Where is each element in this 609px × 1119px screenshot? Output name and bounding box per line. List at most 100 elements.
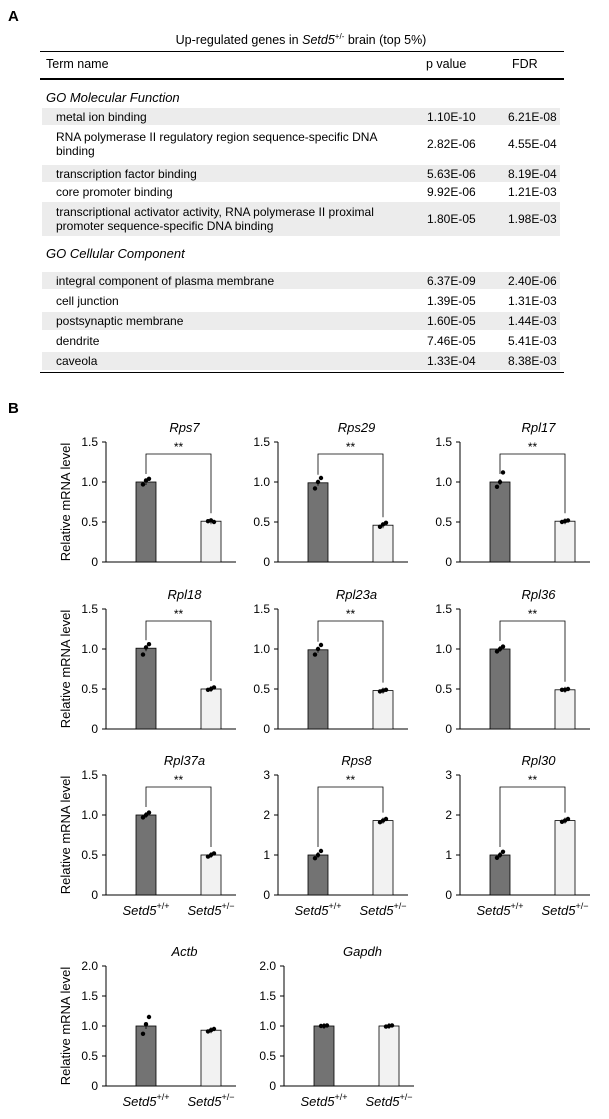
col-p-header: p value <box>426 57 467 71</box>
y-tick-label: 0 <box>445 722 452 736</box>
y-tick-label: 0.5 <box>253 682 270 696</box>
bar-wildtype <box>489 648 511 730</box>
col-term-header: Term name <box>46 57 109 71</box>
x-category-label: Setd5+/− <box>366 1092 413 1109</box>
x-category-label: Setd5+/+ <box>123 901 170 918</box>
go-term-cell: transcription factor binding <box>56 166 197 181</box>
chart-title: Rpl17 <box>522 420 557 435</box>
x-category-label: Setd5+/+ <box>477 901 524 918</box>
y-tick-label: 1 <box>263 848 270 862</box>
y-tick-label: 1.5 <box>435 435 452 449</box>
y-tick-label: 0 <box>445 888 452 902</box>
data-point <box>140 482 146 487</box>
y-tick-label: 3 <box>263 768 270 782</box>
y-tick-label: 0 <box>263 555 270 569</box>
data-point <box>497 852 503 858</box>
table-bottom-rule <box>40 372 564 373</box>
p-value-cell: 2.82E-06 <box>427 137 476 151</box>
y-tick-label: 0 <box>91 722 98 736</box>
fdr-cell: 8.38E-03 <box>508 354 557 368</box>
data-point <box>497 646 503 652</box>
data-point <box>565 686 571 692</box>
table-title-gene: Setd5 <box>302 33 335 48</box>
y-tick-label: 1.0 <box>253 475 270 489</box>
go-term-cell: RNA polymerase II regulatory region sequ… <box>56 130 377 158</box>
data-point <box>143 645 149 650</box>
data-point <box>565 518 571 523</box>
data-point <box>315 852 321 858</box>
significance-label: ** <box>346 607 356 621</box>
x-category-label: Setd5+/− <box>360 901 407 918</box>
bar-heterozygous <box>554 820 576 896</box>
chart-title: Rps7 <box>169 420 200 435</box>
data-point <box>318 475 324 481</box>
data-point <box>140 815 146 820</box>
bar-heterozygous <box>378 1025 400 1087</box>
fdr-cell: 1.44E-03 <box>508 314 557 328</box>
y-tick-label: 0 <box>91 888 98 902</box>
go-term-cell: dendrite <box>56 333 100 348</box>
y-tick-label: 0.5 <box>81 848 98 862</box>
p-value-cell: 6.37E-09 <box>427 273 476 288</box>
panel-a-letter: A <box>8 8 19 25</box>
fdr-cell: 6.21E-08 <box>508 109 557 124</box>
table-row: integral component of plasma membrane 6.3… <box>42 272 560 289</box>
chart-title: Rps8 <box>341 753 372 768</box>
y-tick-label: 1.0 <box>81 1019 98 1033</box>
bar-wildtype <box>307 482 329 563</box>
y-tick-label: 1.0 <box>253 642 270 656</box>
y-tick-label: 1.5 <box>81 435 98 449</box>
significance-bracket <box>317 453 384 518</box>
chart-title: Rpl30 <box>522 753 557 768</box>
table-row: caveola 1.33E-04 8.38E-03 <box>42 352 560 370</box>
bar-chart-rpl23a: Rpl23a 0 0.5 1.0 1.5 ** <box>253 587 408 736</box>
y-tick-label: 0 <box>91 1079 98 1093</box>
data-point <box>211 519 217 525</box>
table-row: RNA polymerase II regulatory region sequ… <box>42 126 560 162</box>
go-term-cell: core promoter binding <box>56 184 173 199</box>
data-point <box>146 810 152 815</box>
go-term-cell: transcriptional activator activity, RNA … <box>56 205 374 233</box>
bar-chart-rpl30: Rpl30 0 1 2 3 ** Setd5+/+ Setd5+/− <box>445 753 590 918</box>
y-tick-label: 0.5 <box>435 682 452 696</box>
y-tick-label: 1.5 <box>253 435 270 449</box>
data-point <box>324 1023 330 1028</box>
data-point <box>500 470 506 475</box>
p-value-cell: 7.46E-05 <box>427 333 476 348</box>
go-section-title: GO Cellular Component <box>46 246 185 261</box>
data-point <box>315 479 321 485</box>
bar-wildtype <box>307 649 329 730</box>
fdr-cell: 2.40E-06 <box>508 273 557 288</box>
chart-title: Rps29 <box>338 420 376 435</box>
bar-heterozygous <box>200 854 222 896</box>
bar-wildtype <box>135 647 157 730</box>
data-point <box>318 642 324 648</box>
x-category-label: Setd5+/− <box>188 901 235 918</box>
y-tick-label: 1.0 <box>81 808 98 822</box>
bar-wildtype <box>313 1025 335 1087</box>
data-point <box>497 479 503 485</box>
bar-heterozygous <box>200 688 222 730</box>
chart-title: Actb <box>170 944 197 959</box>
table-top-rule <box>40 51 564 52</box>
significance-bracket <box>145 620 212 681</box>
bar-wildtype <box>135 481 157 563</box>
data-point <box>312 652 318 657</box>
bar-wildtype <box>135 1025 157 1087</box>
bar-wildtype <box>135 814 157 896</box>
data-point <box>565 816 571 822</box>
go-term-cell: cell junction <box>56 293 119 308</box>
bar-wildtype <box>489 854 511 896</box>
bar-chart-rps7: Rps7 0 0.5 1.0 1.5 Relative mRNA level ** <box>58 420 236 569</box>
y-tick-label: 1.0 <box>435 475 452 489</box>
p-value-cell: 1.33E-04 <box>427 354 476 368</box>
p-value-cell: 1.39E-05 <box>427 293 476 308</box>
table-title-prefix: Up-regulated genes in <box>175 33 303 48</box>
y-tick-label: 0.5 <box>435 515 452 529</box>
chart-title: Rpl23a <box>336 587 377 602</box>
data-point <box>312 856 318 861</box>
significance-bracket <box>145 453 212 514</box>
p-value-cell: 5.63E-06 <box>427 166 476 181</box>
col-fdr-header: FDR <box>512 57 538 71</box>
y-tick-label: 0 <box>269 1079 276 1093</box>
